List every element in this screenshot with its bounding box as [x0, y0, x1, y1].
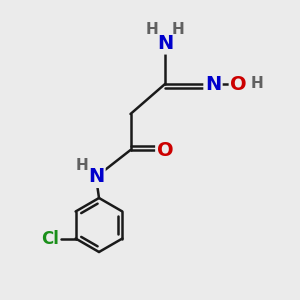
Text: O: O [157, 140, 173, 160]
Text: O: O [230, 74, 247, 94]
Text: N: N [157, 34, 173, 53]
Text: Cl: Cl [41, 230, 59, 247]
Text: N: N [205, 74, 221, 94]
Text: H: H [146, 22, 159, 38]
Text: H: H [75, 158, 88, 173]
Text: N: N [88, 167, 104, 187]
Text: H: H [250, 76, 263, 92]
Text: H: H [171, 22, 184, 38]
